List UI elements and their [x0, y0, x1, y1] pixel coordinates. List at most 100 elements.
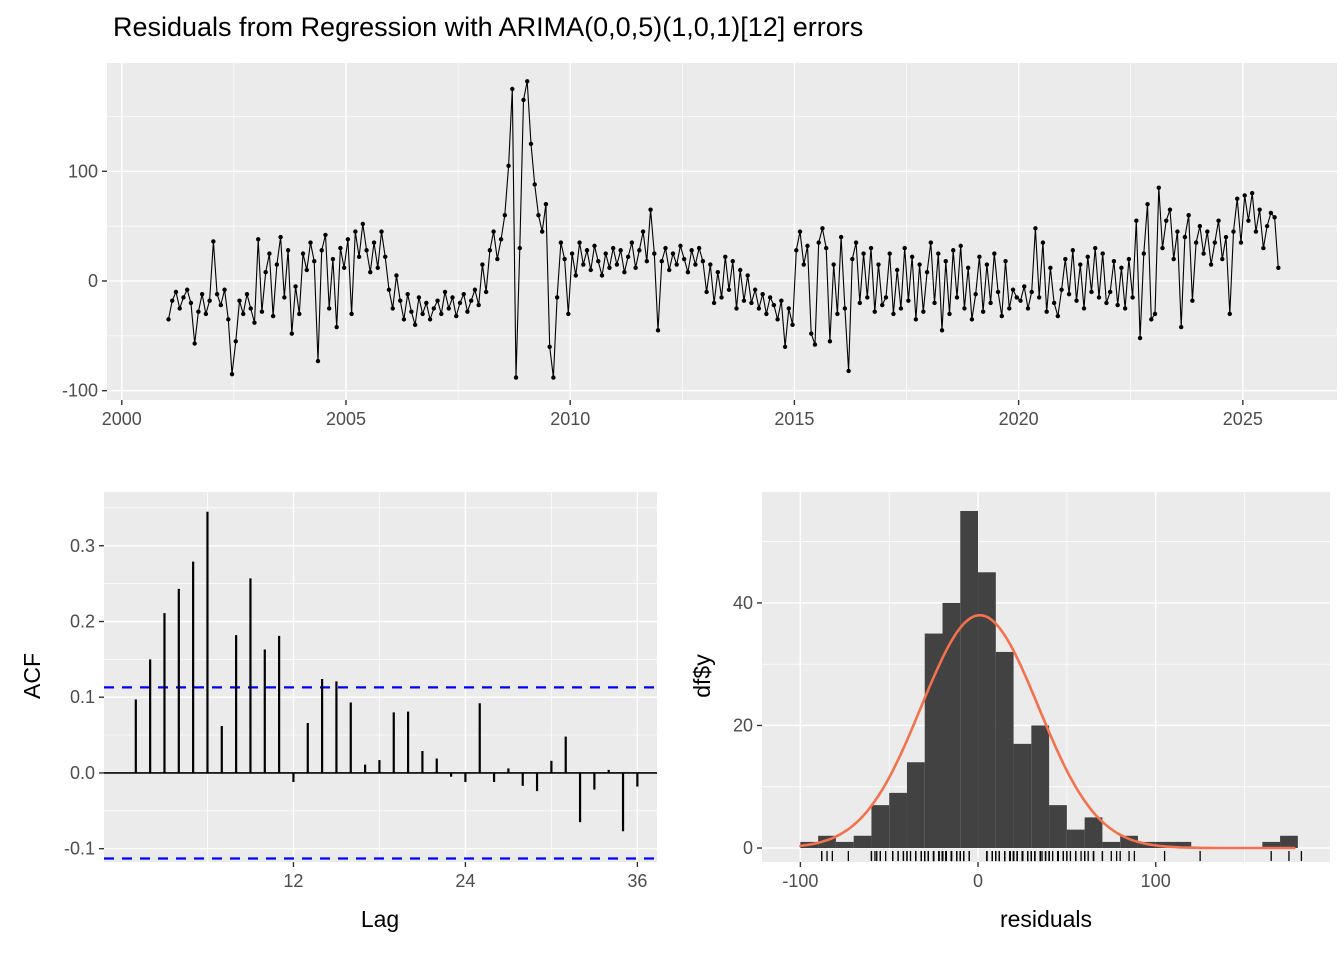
- residual-point: [454, 313, 459, 319]
- histogram-bar: [1084, 817, 1103, 849]
- residual-point: [1055, 313, 1061, 319]
- residual-point: [297, 311, 302, 317]
- x-tick-label: 24: [455, 871, 475, 891]
- residual-point: [312, 259, 317, 264]
- residual-point: [184, 287, 190, 292]
- residual-point: [551, 375, 556, 380]
- residual-point: [1022, 284, 1027, 289]
- residual-point: [592, 243, 597, 249]
- residual-point: [1205, 229, 1210, 234]
- residual-point: [353, 229, 358, 234]
- residual-point: [764, 311, 769, 317]
- residual-point: [1051, 300, 1057, 306]
- chart-title: Residuals from Regression with ARIMA(0,0…: [113, 12, 864, 42]
- residual-point: [655, 328, 661, 333]
- residual-point: [913, 317, 919, 322]
- residual-point: [906, 298, 911, 303]
- residual-point: [222, 287, 227, 292]
- residual-point: [394, 273, 399, 278]
- residual-point: [797, 229, 803, 234]
- residual-point: [528, 141, 534, 147]
- residual-point: [1175, 229, 1180, 234]
- residual-point: [300, 251, 306, 256]
- residual-point: [498, 237, 504, 242]
- residual-point: [577, 240, 582, 245]
- residual-point: [315, 358, 321, 364]
- residual-point: [782, 344, 788, 349]
- residual-point: [383, 254, 388, 260]
- residual-point: [738, 267, 743, 273]
- residual-point: [1007, 306, 1012, 311]
- residual-point: [1145, 201, 1150, 207]
- residual-point: [921, 309, 926, 314]
- residual-point: [831, 262, 836, 267]
- residual-point: [1044, 309, 1049, 314]
- residual-point: [667, 267, 672, 273]
- residual-point: [248, 306, 253, 311]
- residual-point: [1111, 259, 1117, 264]
- residual-point: [958, 243, 963, 249]
- residual-point: [689, 248, 694, 253]
- residual-point: [420, 311, 425, 317]
- residual-point: [1156, 185, 1161, 190]
- residual-point: [252, 320, 257, 325]
- residual-point: [229, 372, 235, 377]
- residual-point: [711, 300, 717, 306]
- residual-point: [984, 262, 990, 267]
- residual-point: [1164, 218, 1169, 223]
- residual-point: [401, 317, 407, 322]
- y-tick-label: 0: [88, 271, 98, 291]
- residual-point: [868, 245, 874, 251]
- histogram-bar: [1102, 841, 1121, 849]
- residual-point: [1171, 256, 1176, 262]
- residual-point: [244, 291, 250, 297]
- residual-point: [1107, 289, 1113, 295]
- residual-point: [435, 298, 440, 303]
- residual-point: [1264, 223, 1270, 229]
- residual-point: [790, 322, 795, 328]
- residual-point: [835, 311, 840, 317]
- residual-point: [1276, 265, 1281, 271]
- residual-point: [211, 239, 216, 244]
- residual-point: [274, 262, 280, 267]
- residual-point: [809, 331, 814, 336]
- residual-point: [730, 259, 735, 264]
- acf-y-axis-title: ACF: [19, 653, 45, 699]
- residual-point: [584, 248, 590, 253]
- residual-point: [341, 265, 347, 271]
- histogram-bar: [1155, 841, 1174, 849]
- residual-point: [1096, 295, 1102, 300]
- residual-point: [607, 265, 612, 271]
- residual-point: [241, 311, 246, 317]
- residual-point: [637, 248, 642, 253]
- residual-point: [285, 248, 291, 253]
- residual-point: [932, 300, 937, 306]
- residual-point: [416, 295, 422, 300]
- normal-density-curve: [799, 614, 1296, 850]
- ts-panel: 2000 2005 2010 2015 2020 2025 -100 0 100: [62, 63, 1337, 429]
- residual-point: [304, 267, 309, 273]
- residual-point: [1141, 251, 1147, 256]
- residual-point: [962, 306, 967, 311]
- residual-point: [386, 287, 392, 292]
- residual-point: [965, 265, 971, 271]
- residual-point: [820, 226, 825, 231]
- residual-point: [536, 212, 541, 218]
- residual-point: [517, 245, 522, 251]
- residual-point: [1025, 306, 1031, 311]
- residual-point: [1257, 207, 1262, 212]
- residual-point: [749, 300, 754, 306]
- residual-point: [752, 287, 758, 292]
- residual-point: [1227, 311, 1232, 317]
- residual-point: [270, 313, 276, 319]
- residual-point: [887, 251, 892, 256]
- residual-point: [648, 207, 653, 212]
- y-tick-label: 0.0: [70, 763, 95, 783]
- residual-point: [805, 243, 810, 249]
- residual-point: [1115, 302, 1120, 308]
- residual-point: [1208, 262, 1214, 267]
- residual-point: [980, 309, 986, 314]
- residual-point: [513, 375, 519, 380]
